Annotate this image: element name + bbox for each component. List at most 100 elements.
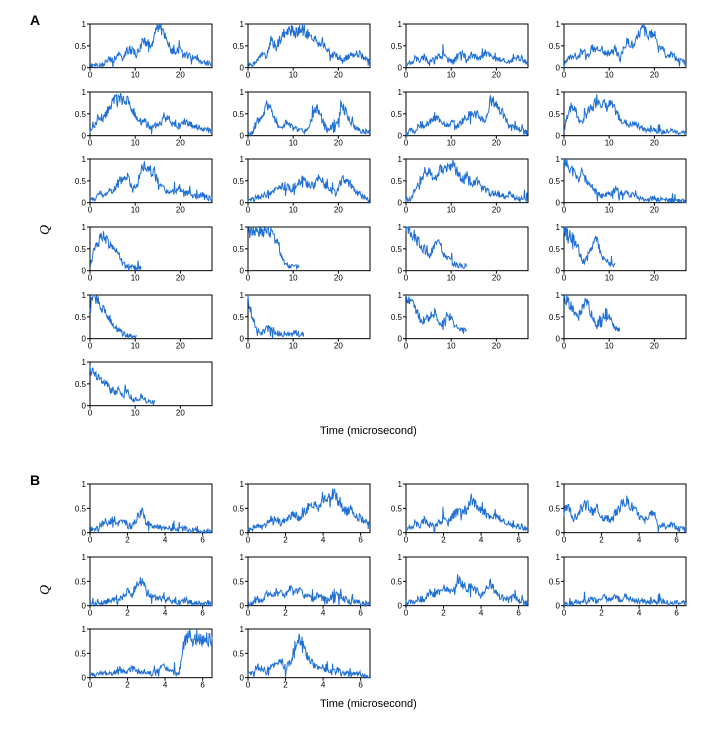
trace-line bbox=[564, 295, 620, 332]
trace-line bbox=[248, 100, 370, 135]
ytick-label: 0.5 bbox=[75, 245, 87, 254]
ytick-label: 1 bbox=[556, 20, 561, 29]
subplot: 00.510246 bbox=[70, 480, 216, 547]
subplot-svg: 00.5101020 bbox=[70, 291, 216, 353]
xlabel-b: Time (microsecond) bbox=[320, 698, 417, 710]
xtick-label: 4 bbox=[479, 536, 484, 545]
xtick-label: 0 bbox=[246, 681, 251, 690]
ytick-label: 0.5 bbox=[549, 109, 561, 118]
ytick-label: 0 bbox=[398, 199, 403, 208]
ytick-label: 1 bbox=[240, 553, 245, 562]
subplot-svg: 00.510246 bbox=[70, 480, 216, 547]
ytick-label: 0 bbox=[82, 199, 87, 208]
xtick-label: 10 bbox=[131, 409, 140, 418]
xtick-label: 0 bbox=[246, 206, 251, 215]
subplot-svg: 00.510246 bbox=[228, 480, 374, 547]
trace-line bbox=[564, 94, 686, 135]
xtick-label: 20 bbox=[176, 274, 185, 283]
ytick-label: 0 bbox=[398, 334, 403, 343]
subplot-svg: 00.510246 bbox=[544, 480, 690, 547]
trace-line bbox=[406, 227, 466, 268]
ylabel-b: Q bbox=[38, 585, 54, 595]
xtick-label: 2 bbox=[283, 536, 288, 545]
subplot bbox=[386, 625, 532, 692]
ytick-label: 0 bbox=[556, 334, 561, 343]
xtick-label: 4 bbox=[479, 608, 484, 617]
xtick-label: 0 bbox=[562, 536, 567, 545]
subplot: 00.510246 bbox=[544, 553, 690, 620]
subplot-svg: 00.510246 bbox=[544, 553, 690, 620]
xtick-label: 0 bbox=[404, 536, 409, 545]
subplot-svg: 00.5101020 bbox=[544, 223, 690, 285]
xtick-label: 0 bbox=[88, 409, 93, 418]
xtick-label: 0 bbox=[562, 341, 567, 350]
trace-line bbox=[90, 577, 212, 606]
ytick-label: 0 bbox=[556, 267, 561, 276]
ytick-label: 0.5 bbox=[391, 245, 403, 254]
xtick-label: 2 bbox=[283, 681, 288, 690]
ytick-label: 1 bbox=[398, 553, 403, 562]
xtick-label: 0 bbox=[88, 681, 93, 690]
panel-a-grid: 00.510102000.510102000.510102000.5101020… bbox=[70, 20, 690, 420]
ytick-label: 0.5 bbox=[75, 577, 87, 586]
trace-line bbox=[564, 159, 686, 203]
ytick-label: 0 bbox=[556, 601, 561, 610]
xtick-label: 0 bbox=[246, 138, 251, 147]
xtick-label: 10 bbox=[131, 206, 140, 215]
ytick-label: 0.5 bbox=[75, 380, 87, 389]
xtick-label: 20 bbox=[650, 138, 659, 147]
xtick-label: 10 bbox=[447, 274, 456, 283]
axis-box bbox=[564, 557, 686, 606]
ytick-label: 0 bbox=[240, 529, 245, 538]
subplot: 00.5101020 bbox=[228, 291, 374, 353]
xtick-label: 2 bbox=[441, 608, 446, 617]
subplot-svg: 00.5101020 bbox=[386, 155, 532, 217]
subplot: 00.5101020 bbox=[228, 223, 374, 285]
subplot-svg: 00.510246 bbox=[70, 553, 216, 620]
ytick-label: 1 bbox=[240, 291, 245, 300]
xtick-label: 20 bbox=[650, 274, 659, 283]
subplot: 00.5101020 bbox=[70, 155, 216, 217]
ytick-label: 1 bbox=[556, 88, 561, 97]
trace-line bbox=[248, 585, 370, 605]
trace-line bbox=[406, 159, 528, 203]
xtick-label: 20 bbox=[334, 206, 343, 215]
xtick-label: 6 bbox=[516, 608, 521, 617]
xtick-label: 10 bbox=[447, 206, 456, 215]
xtick-label: 20 bbox=[334, 138, 343, 147]
subplot bbox=[386, 358, 532, 420]
xtick-label: 0 bbox=[562, 274, 567, 283]
subplot: 00.510246 bbox=[386, 480, 532, 547]
xtick-label: 0 bbox=[404, 274, 409, 283]
ytick-label: 1 bbox=[398, 480, 403, 489]
xlabel-a: Time (microsecond) bbox=[320, 425, 417, 437]
trace-line bbox=[564, 227, 615, 267]
subplot-svg: 00.510246 bbox=[228, 553, 374, 620]
axis-box bbox=[248, 24, 370, 68]
trace-line bbox=[90, 508, 212, 533]
ytick-label: 0.5 bbox=[233, 312, 245, 321]
xtick-label: 4 bbox=[321, 681, 326, 690]
subplot: 00.510246 bbox=[228, 553, 374, 620]
ytick-label: 1 bbox=[398, 291, 403, 300]
ytick-label: 1 bbox=[82, 358, 87, 367]
xtick-label: 0 bbox=[562, 206, 567, 215]
subplot: 00.5101020 bbox=[70, 358, 216, 420]
xtick-label: 4 bbox=[163, 608, 168, 617]
ytick-label: 0.5 bbox=[75, 650, 87, 659]
ytick-label: 0 bbox=[240, 64, 245, 73]
xtick-label: 0 bbox=[404, 608, 409, 617]
ytick-label: 0.5 bbox=[549, 577, 561, 586]
subplot-svg: 00.510246 bbox=[70, 625, 216, 692]
ytick-label: 1 bbox=[398, 155, 403, 164]
trace-line bbox=[406, 44, 528, 66]
trace-line bbox=[90, 24, 212, 68]
xtick-label: 20 bbox=[492, 274, 501, 283]
subplot: 00.510246 bbox=[70, 625, 216, 692]
ytick-label: 0.5 bbox=[391, 577, 403, 586]
xtick-label: 2 bbox=[599, 608, 604, 617]
axis-box bbox=[248, 227, 370, 271]
xtick-label: 6 bbox=[200, 536, 205, 545]
xtick-label: 20 bbox=[650, 206, 659, 215]
xtick-label: 2 bbox=[283, 608, 288, 617]
